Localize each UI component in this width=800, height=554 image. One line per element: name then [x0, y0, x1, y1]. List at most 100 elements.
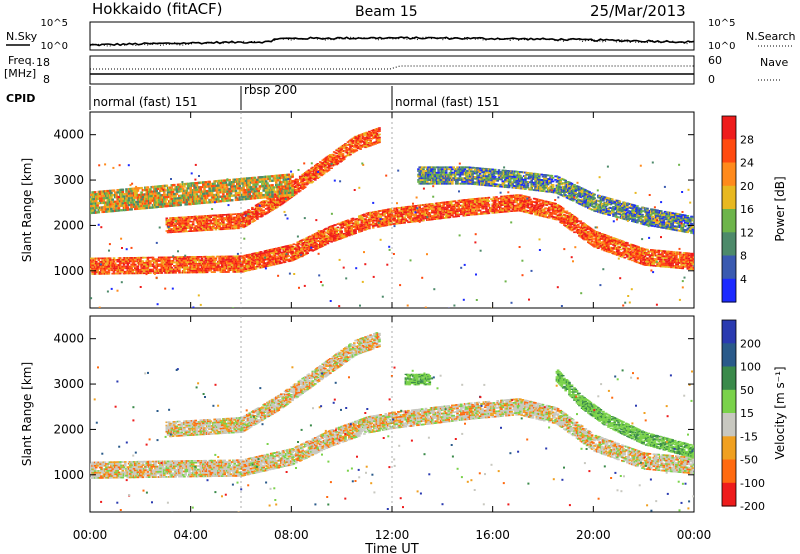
heatmap-cell [555, 215, 559, 217]
heatmap-cell [583, 226, 586, 229]
heatmap-cell [100, 195, 103, 198]
heatmap-cell [229, 220, 233, 222]
cpid-segment-label: rbsp 200 [244, 83, 297, 97]
heatmap-cell [667, 255, 671, 258]
heatmap-cell [687, 254, 691, 256]
heatmap-cell [599, 236, 603, 238]
heatmap-cell [662, 260, 666, 263]
heatmap-cell [286, 195, 289, 198]
heatmap-cell [507, 210, 511, 213]
heatmap-cell [90, 205, 93, 208]
heatmap-cell [325, 171, 328, 173]
date-label: 25/Mar/2013 [590, 2, 686, 20]
heatmap-cell [463, 211, 467, 213]
heatmap-cell [600, 248, 604, 251]
heatmap-cell [349, 145, 352, 148]
heatmap-cell [145, 265, 148, 268]
heatmap-cell [405, 207, 409, 210]
heatmap-cell [142, 267, 146, 269]
heatmap-cell [327, 169, 331, 171]
heatmap-cell [629, 245, 633, 247]
heatmap-cell [622, 254, 625, 257]
heatmap-cell [563, 210, 566, 213]
heatmap-cell [361, 221, 365, 223]
heatmap-cell [108, 257, 112, 260]
heatmap-cell [213, 262, 216, 265]
heatmap-cell [335, 228, 338, 231]
heatmap-cell [331, 230, 335, 232]
heatmap-cell [95, 261, 98, 263]
heatmap-cell [657, 253, 661, 255]
heatmap-cell [495, 208, 498, 210]
heatmap-cell [308, 235, 312, 238]
nsearch-label: N.Search [746, 30, 796, 43]
heatmap-cell [439, 207, 443, 209]
heatmap-cell [308, 174, 312, 177]
heatmap-cell [376, 215, 380, 218]
heatmap-cell [480, 211, 483, 213]
heatmap-cell [568, 226, 571, 228]
heatmap-cell [628, 258, 632, 261]
heatmap-cell [292, 186, 296, 189]
heatmap-cell [545, 204, 549, 206]
heatmap-cell [222, 262, 225, 265]
heatmap-cell [574, 216, 578, 219]
heatmap-cell [587, 241, 590, 244]
heatmap-cell [478, 202, 482, 205]
heatmap-cell [330, 235, 333, 238]
heatmap-cell [530, 205, 533, 208]
heatmap-cell [573, 215, 576, 218]
heatmap-cell [677, 265, 681, 268]
heatmap-cell [556, 207, 560, 210]
heatmap-cell [110, 260, 113, 263]
heatmap-cell [422, 217, 425, 220]
heatmap-cell [203, 261, 206, 263]
heatmap-cell [546, 211, 550, 214]
heatmap-cell [306, 175, 309, 177]
heatmap-cell [692, 261, 694, 264]
heatmap-cell [481, 212, 484, 215]
heatmap-cell [326, 157, 330, 159]
heatmap-cell [424, 215, 428, 218]
heatmap-cell [132, 262, 136, 264]
heatmap-cell [593, 245, 596, 248]
heatmap-cell [570, 227, 574, 230]
heatmap-cell [472, 208, 476, 211]
noise-sky-line [90, 36, 695, 47]
heatmap-cell [110, 266, 113, 268]
heatmap-cell [457, 203, 460, 205]
heatmap-cell [558, 218, 561, 221]
heatmap-cell [403, 216, 406, 219]
heatmap-cell [307, 182, 311, 184]
heatmap-cell [308, 178, 312, 180]
heatmap-cell [327, 162, 331, 165]
heatmap-cell [305, 244, 308, 246]
heatmap-cell [677, 251, 681, 254]
heatmap-cell [246, 264, 249, 267]
heatmap-cell [293, 246, 297, 248]
heatmap-cell [112, 260, 116, 263]
heatmap-cell [297, 246, 301, 248]
heatmap-cell [295, 192, 298, 195]
heatmap-cell [621, 252, 624, 255]
heatmap-cell [209, 269, 213, 272]
heatmap-cell [451, 214, 454, 217]
heatmap-cell [107, 267, 111, 270]
heatmap-cell [184, 216, 187, 218]
heatmap-cell [538, 211, 541, 213]
heatmap-cell [617, 247, 620, 250]
heatmap-cell [462, 207, 466, 210]
heatmap-cell [103, 257, 107, 260]
heatmap-cell [470, 213, 473, 216]
heatmap-cell [590, 228, 594, 231]
heatmap-cell [346, 219, 350, 222]
heatmap-cell [341, 152, 345, 155]
heatmap-cell [144, 256, 147, 259]
heatmap-cell [364, 228, 367, 231]
heatmap-cell [516, 196, 520, 198]
heatmap-cell [259, 209, 263, 212]
heatmap-cell [560, 220, 564, 223]
heatmap-cell [427, 215, 430, 218]
heatmap-cell [315, 175, 318, 177]
heatmap-cell [361, 217, 365, 220]
